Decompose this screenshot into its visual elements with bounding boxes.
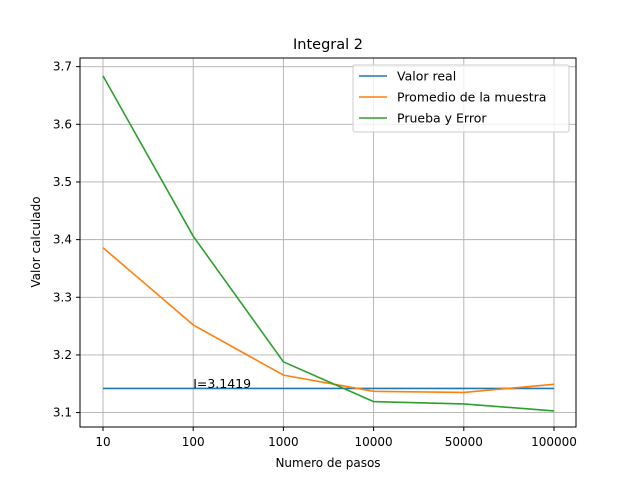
y-axis-label: Valor calculado: [29, 196, 43, 287]
x-tick-label: 1000: [268, 435, 299, 449]
plot-frame: [79, 57, 577, 428]
series-line-promedio-de-la-muestra: [102, 247, 555, 394]
y-tick-label: 3.7: [53, 60, 72, 74]
legend-entry: Promedio de la muestra: [397, 90, 546, 105]
y-tick-label: 3.6: [53, 117, 72, 131]
x-tick-label: 100000: [531, 435, 577, 449]
series-lines: [102, 75, 555, 412]
x-tick-label: 100: [182, 435, 205, 449]
y-tick-label: 3.3: [53, 290, 72, 304]
x-axis: 10 100 1000 10000 50000 100000: [95, 427, 577, 449]
annotations: I=3.1419: [193, 376, 251, 391]
y-tick-label: 3.5: [53, 175, 72, 189]
y-tick-label: 3.1: [53, 406, 72, 420]
annotation-label: I=3.1419: [193, 376, 251, 391]
series-line-prueba-y-error: [102, 75, 555, 412]
x-tick-label: 10: [95, 435, 110, 449]
chart-title: Integral 2: [293, 37, 363, 53]
y-tick-label: 3.4: [53, 233, 72, 247]
legend: Valor real Promedio de la muestra Prueba y…: [352, 64, 570, 133]
y-axis: 3.1 3.2 3.3 3.4 3.5 3.6 3.7: [53, 60, 80, 420]
legend-entry: Valor real: [397, 69, 456, 84]
x-tick-label: 10000: [355, 435, 393, 449]
x-axis-label: Numero de pasos: [275, 456, 380, 470]
y-tick-label: 3.2: [53, 348, 72, 362]
legend-entry: Prueba y Error: [397, 111, 487, 126]
x-tick-label: 50000: [445, 435, 483, 449]
legend-box: [352, 64, 570, 133]
